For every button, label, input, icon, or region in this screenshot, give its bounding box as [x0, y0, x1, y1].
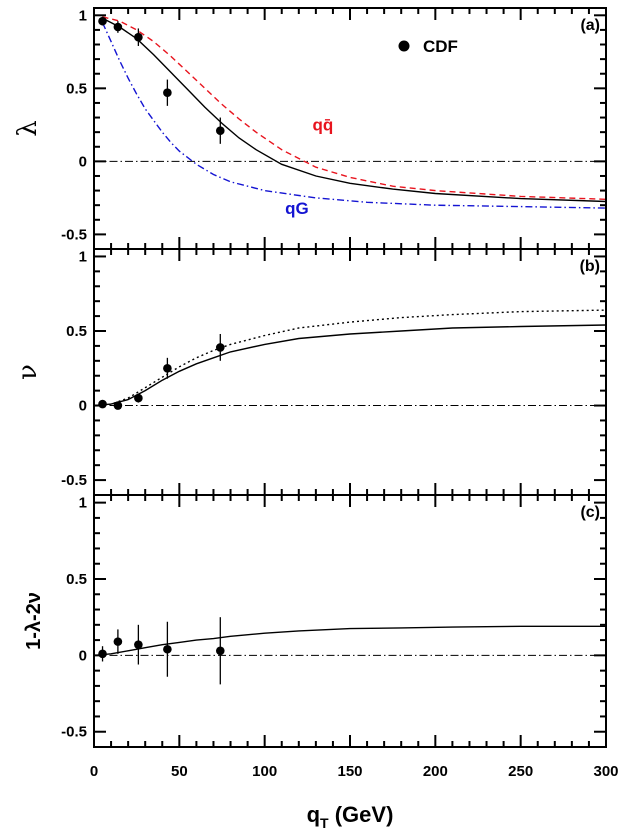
y-tick-label: 1 — [79, 248, 87, 265]
curve-solid — [94, 324, 606, 407]
y-tick-label: 0 — [79, 647, 87, 664]
x-tick-label: 100 — [252, 763, 277, 780]
data-point — [113, 637, 123, 646]
y-tick-label: 1 — [79, 495, 87, 512]
data-point — [163, 644, 172, 654]
data-point — [215, 343, 225, 352]
data-point — [113, 401, 123, 410]
curve-label: qq̄ — [312, 116, 333, 135]
x-tick-label: 150 — [337, 763, 362, 780]
y-tick-label: -0.5 — [61, 724, 87, 741]
panel-a: -0.5 0 0.5 1 (a) λ qq̄ qG CDF — [13, 7, 607, 250]
panel-b: -0.5 0 0.5 1 (b) ν — [13, 248, 607, 496]
y-axis-label: λ — [13, 120, 43, 136]
data-point — [98, 399, 107, 409]
data-point — [134, 32, 143, 42]
curve-dotted — [94, 309, 606, 407]
curve-dashed — [102, 16, 606, 200]
x-tick-label: 250 — [508, 763, 533, 780]
y-tick-label: 0 — [79, 398, 87, 415]
panel-tag: (b) — [580, 258, 600, 275]
data-point — [134, 393, 143, 403]
x-tick-label: 0 — [90, 763, 98, 780]
x-tick-label: 300 — [593, 763, 618, 780]
curve-dashdot — [101, 22, 606, 209]
panel-tag: (c) — [580, 504, 600, 521]
curve-solid — [94, 625, 606, 657]
y-tick-label: 1 — [79, 7, 87, 24]
data-point — [215, 646, 225, 656]
data-point — [163, 363, 172, 373]
data-point — [215, 126, 225, 135]
y-axis-label: ν — [13, 364, 43, 380]
x-axis-label-main: q — [307, 802, 320, 827]
curve-solid — [102, 17, 606, 203]
panel-c: -0.5 0 0.5 1 (c) 1-λ-2ν — [23, 494, 607, 748]
y-tick-label: 0.5 — [66, 571, 87, 588]
plot-frame — [93, 7, 607, 250]
data-point — [134, 640, 143, 649]
x-axis-label-unit: (GeV) — [329, 802, 394, 827]
panel-tag: (a) — [580, 17, 600, 34]
curve-label: qG — [285, 199, 309, 218]
y-tick-label: 0.5 — [66, 80, 87, 97]
x-axis-label: qT (GeV) — [307, 802, 394, 831]
y-tick-label: 0.5 — [66, 323, 87, 340]
data-point — [163, 88, 172, 98]
legend-label: CDF — [423, 37, 458, 56]
y-axis-label: 1-λ-2ν — [23, 592, 45, 650]
plot-frame — [93, 494, 607, 748]
y-tick-label: 0 — [79, 153, 87, 170]
legend-marker — [398, 40, 410, 52]
x-tick-label: 50 — [171, 763, 188, 780]
y-tick-label: -0.5 — [61, 472, 87, 489]
data-point — [98, 16, 107, 26]
data-point — [98, 649, 107, 659]
y-tick-label: -0.5 — [61, 226, 87, 243]
x-axis-label-sub: T — [320, 815, 329, 831]
data-point — [113, 22, 123, 32]
x-tick-label: 200 — [423, 763, 448, 780]
